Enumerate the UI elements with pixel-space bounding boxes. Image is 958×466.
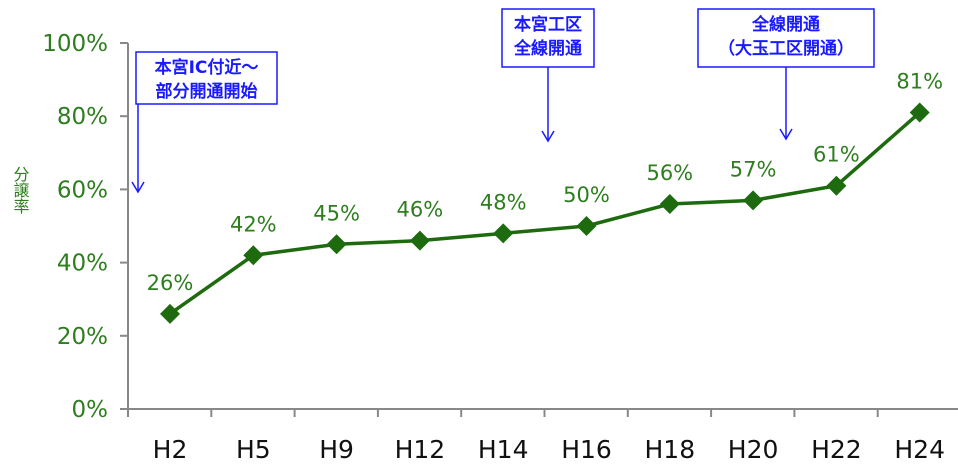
data-label: 56% [646, 161, 693, 185]
series-layer: 26% 42% 45% 46% 48% 50% 56% 57% 61% 81% [147, 70, 943, 324]
data-label: 48% [480, 190, 527, 214]
data-point-marker [743, 190, 764, 211]
data-label: 57% [730, 157, 777, 181]
data-point-marker [909, 102, 930, 123]
x-tick-label: H5 [236, 435, 271, 464]
data-point-marker [326, 234, 347, 255]
data-point-marker [659, 194, 680, 215]
data-point-marker [243, 245, 264, 266]
data-label: 42% [230, 212, 277, 236]
data-label: 45% [313, 201, 360, 225]
annotation-arrow-head [131, 181, 145, 194]
annotation-text: 本宮IC付近～ [155, 57, 259, 78]
annotation-text: 全線開通 [751, 14, 820, 35]
data-label: 61% [813, 143, 860, 167]
y-tick-label: 60% [57, 177, 108, 203]
y-tick-label: 0% [72, 397, 109, 423]
y-tick-label: 20% [57, 324, 108, 350]
annotation-box [135, 51, 278, 105]
annotation-arrow-head [779, 128, 793, 141]
x-tick-label: H2 [153, 435, 188, 464]
y-tick-label: 40% [57, 251, 108, 277]
x-tick-label: H24 [894, 435, 945, 464]
y-axis: 0% 20% 40% 60% 80% 100% [42, 31, 129, 423]
annotation-text: 部分開通開始 [156, 81, 258, 102]
x-tick-label: H16 [561, 435, 612, 464]
x-tick-label: H20 [728, 435, 779, 464]
data-label: 46% [397, 198, 444, 222]
annotation-box [501, 8, 595, 68]
data-point-marker [576, 216, 597, 236]
y-tick-label: 80% [57, 104, 108, 130]
data-point-marker [826, 175, 847, 196]
annotation-box [697, 8, 875, 68]
x-tick-label: H12 [395, 435, 446, 464]
y-axis-label: 分譲率 [11, 166, 30, 214]
x-tick-label: H14 [478, 435, 529, 464]
data-point-marker [493, 223, 514, 244]
y-tick-label: 100% [42, 31, 108, 57]
data-point-marker [409, 230, 430, 251]
annotation-text: 本宮工区 [514, 14, 582, 35]
x-axis: H2 H5 H9 H12 H14 H16 H18 H20 H22 H24 [127, 408, 958, 464]
data-point-marker [160, 303, 180, 324]
series-line [168, 111, 921, 316]
data-label: 81% [896, 70, 943, 94]
annotation-arrow-head [541, 130, 555, 143]
annotation-text: （大玉工区開通） [718, 38, 854, 59]
data-label: 50% [563, 183, 610, 207]
x-tick-label: H9 [319, 435, 354, 464]
data-label: 26% [147, 271, 194, 295]
annotation-text: 全線開通 [513, 38, 582, 59]
x-tick-label: H22 [811, 435, 862, 464]
x-tick-label: H18 [644, 435, 695, 464]
